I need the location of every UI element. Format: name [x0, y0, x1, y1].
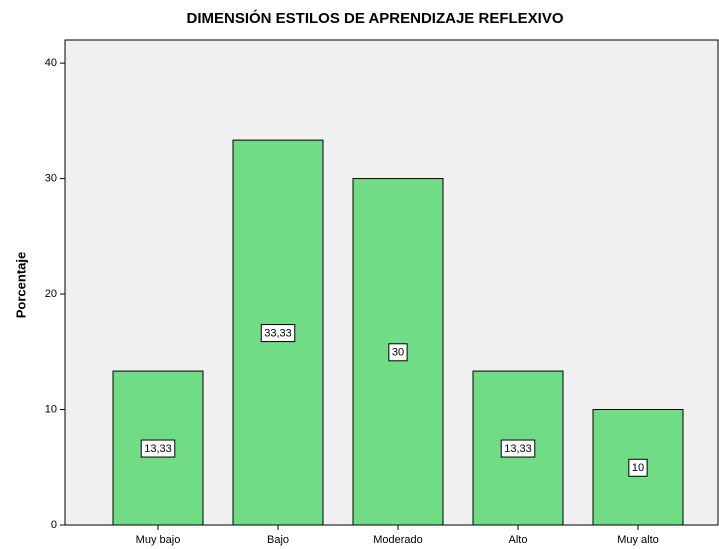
value-label: 30 — [392, 347, 404, 359]
chart-title: DIMENSIÓN ESTILOS DE APRENDIZAJE REFLEXI… — [187, 9, 564, 27]
value-label-box — [260, 324, 296, 343]
value-label-box — [140, 439, 176, 458]
value-label-box — [388, 343, 408, 362]
y-tick-label: 30 — [45, 172, 57, 184]
value-label: 13,33 — [144, 443, 172, 455]
x-tick-label: Moderado — [373, 534, 423, 546]
value-label: 33,33 — [264, 327, 292, 339]
value-label: 13,33 — [504, 443, 532, 455]
x-tick-label: Muy bajo — [136, 534, 181, 546]
x-tick-label: Alto — [509, 534, 528, 546]
y-tick-label: 0 — [51, 519, 57, 531]
y-tick-label: 40 — [45, 57, 57, 69]
x-tick-label: Bajo — [267, 534, 289, 546]
y-axis-label: Porcentaje — [13, 252, 28, 318]
value-label-box — [628, 458, 648, 477]
value-label: 10 — [632, 462, 644, 474]
y-tick-label: 10 — [45, 403, 57, 415]
x-tick-label: Muy alto — [617, 534, 659, 546]
value-label-box — [500, 439, 536, 458]
y-tick-label: 20 — [45, 288, 57, 300]
